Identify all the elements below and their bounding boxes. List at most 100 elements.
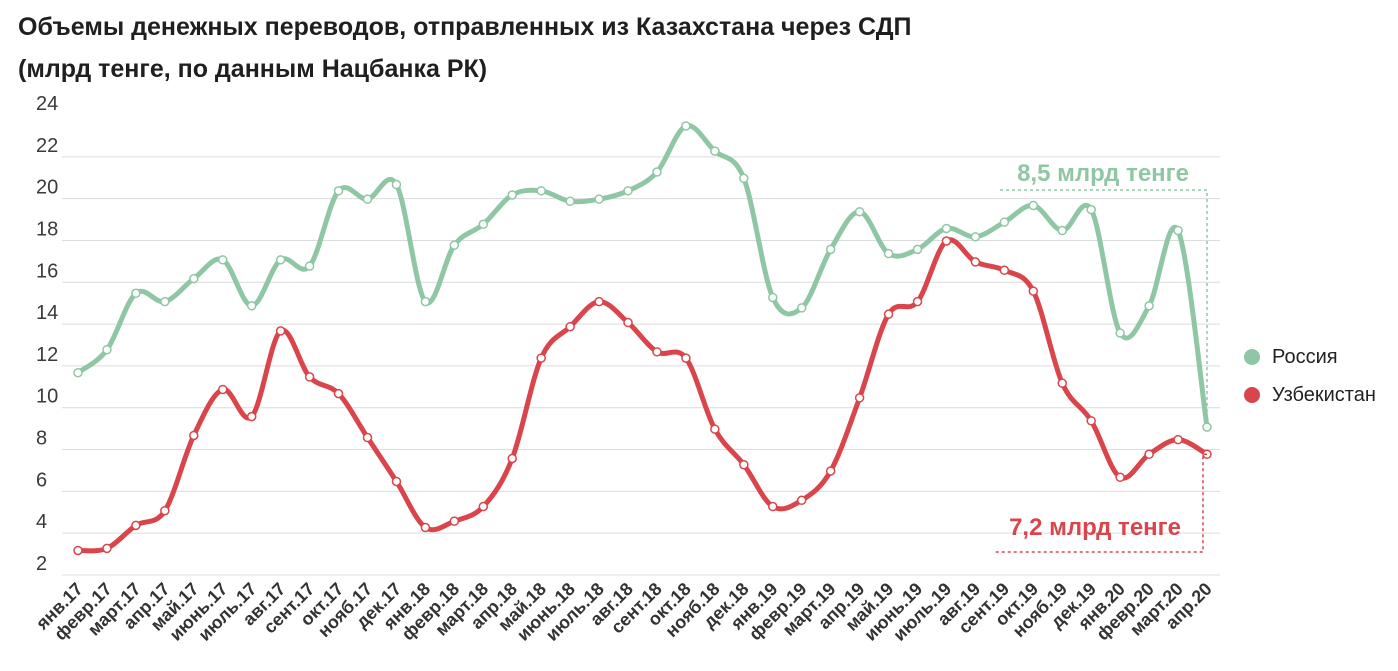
legend-item-uzbekistan: Узбекистан [1244,376,1376,414]
data-point-uzbekistan [362,432,373,443]
data-point-uzbekistan [941,236,952,246]
data-point-russia [854,206,865,217]
legend-label-russia: Россия [1272,345,1338,368]
data-point-russia [391,179,402,190]
data-point-uzbekistan [999,265,1010,276]
data-point-uzbekistan [449,516,460,526]
data-point-uzbekistan [594,296,604,307]
data-point-russia [825,244,836,255]
y-tick-label: 16 [36,260,58,282]
data-point-russia [565,196,575,207]
data-point-russia [710,146,720,156]
y-tick-label: 12 [36,344,58,366]
data-point-russia [160,296,170,307]
data-point-russia [420,296,431,307]
data-point-uzbekistan [623,317,633,328]
data-point-uzbekistan [796,495,807,506]
data-point-russia [362,194,373,204]
data-point-russia [1028,200,1039,211]
data-point-uzbekistan [73,545,83,556]
data-point-uzbekistan [333,388,344,399]
data-point-uzbekistan [565,321,575,332]
data-point-russia [999,217,1010,227]
data-point-uzbekistan [1173,434,1183,445]
callouts: 8,5 млрд тенге 7,2 млрд тенге [995,160,1208,553]
data-point-uzbekistan [1144,449,1154,460]
y-tick-label: 2 [36,553,47,575]
data-point-russia [1173,225,1183,236]
y-tick-label: 22 [36,135,58,157]
data-point-russia [1115,328,1125,338]
data-point-uzbekistan [912,296,923,307]
data-point-russia [507,190,517,200]
data-point-uzbekistan [710,424,720,434]
data-point-russia [246,301,257,311]
series-line-uzbekistan [75,237,1210,554]
data-point-russia [102,344,112,355]
data-point-uzbekistan [739,459,749,470]
legend-item-russia: Россия [1244,338,1376,376]
y-tick-label: 14 [36,302,58,324]
y-tick-label: 20 [36,177,58,199]
legend-label-uzbekistan: Узбекистан [1272,383,1376,406]
data-point-uzbekistan [420,522,431,533]
data-point-uzbekistan [131,520,141,531]
chart-title-line2: (млрд тенге, по данным Нацбанка РК) [18,55,488,83]
y-tick-label: 24 [36,93,58,115]
data-point-russia [478,219,489,230]
data-point-uzbekistan [883,309,894,319]
data-point-russia [449,240,460,250]
series-lines [73,121,1212,556]
data-point-russia [912,244,923,255]
data-point-uzbekistan [478,501,489,512]
data-point-uzbekistan [681,353,691,363]
data-point-uzbekistan [1028,286,1039,296]
data-point-russia [739,173,749,184]
data-point-russia [217,255,228,265]
data-point-russia [796,303,807,313]
data-point-russia [768,292,778,303]
callout-uzbekistan-label: 7,2 млрд тенге [1009,514,1181,541]
data-point-russia [681,121,691,131]
legend-marker-russia [1244,349,1260,365]
data-point-uzbekistan [970,257,981,267]
data-point-russia [333,186,344,196]
data-point-russia [623,186,633,196]
legend: Россия Узбекистан [1244,338,1376,414]
data-point-russia [883,248,894,259]
data-point-uzbekistan [652,347,662,357]
data-point-russia [941,223,952,234]
callout-russia-label: 8,5 млрд тенге [1017,160,1189,187]
data-point-russia [594,194,604,204]
data-point-uzbekistan [854,393,865,403]
data-point-uzbekistan [536,353,546,363]
data-point-uzbekistan [275,326,286,336]
y-tick-label: 4 [36,511,47,533]
data-point-uzbekistan [217,384,228,395]
data-point-russia [536,186,546,196]
data-point-russia [275,255,286,265]
data-point-russia [652,167,662,177]
chart-title-line1: Объемы денежных переводов, отправленных … [18,13,912,41]
data-point-uzbekistan [1057,378,1068,388]
callout-russia-leader [1000,189,1208,428]
data-point-uzbekistan [160,505,170,516]
y-tick-label: 18 [36,218,58,240]
callout-uzbekistan-leader [995,453,1207,553]
data-point-uzbekistan [825,466,836,476]
chart-title: Объемы денежных переводов, отправленных … [18,6,1118,90]
y-tick-label: 6 [36,469,47,491]
y-tick-label: 10 [36,386,58,408]
data-point-russia [1057,225,1068,236]
data-point-uzbekistan [507,453,517,464]
data-point-uzbekistan [1115,472,1125,483]
data-point-russia [131,288,141,299]
data-point-uzbekistan [391,476,402,487]
x-axis-ticks: янв.17февр.17март.17апр.17май.17июнь.17и… [31,579,1215,645]
legend-marker-uzbekistan [1244,387,1260,403]
data-point-uzbekistan [304,372,315,382]
data-point-uzbekistan [189,430,199,441]
data-point-russia [304,261,315,271]
